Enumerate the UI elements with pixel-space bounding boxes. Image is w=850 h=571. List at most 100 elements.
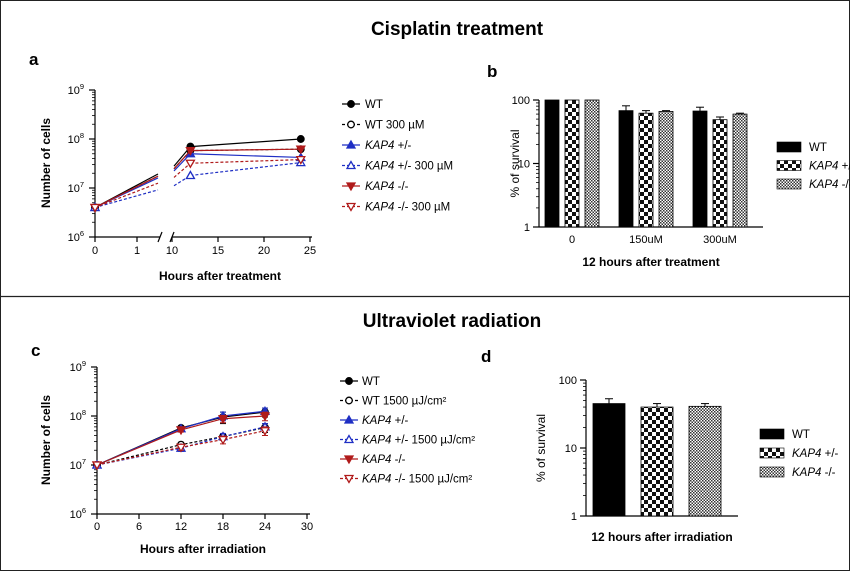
panel-label-b: b [487,62,497,81]
legend-item: KAP4 +/- [776,160,850,173]
legend-label: KAP4 +/- [365,140,412,152]
bar [564,99,580,228]
x-axis-title: 12 hours after irradiation [591,530,732,544]
y-tick-label: 108 [68,131,84,146]
data-point [185,159,196,169]
bar-group [564,99,580,228]
x-tick-label: 18 [217,521,229,533]
data-point [259,412,271,422]
bar [544,99,560,228]
x-axis-title: 12 hours after treatment [582,255,719,269]
legend-label: KAP4 -/- [792,467,836,479]
legend-label-text: -/- [838,179,850,191]
legend-swatch [776,160,802,171]
legend-swatch [759,466,785,478]
y-tick-exponent: 8 [82,408,86,417]
data-point [217,415,229,425]
bar [584,99,600,228]
legend-item: KAP4 -/- [340,454,406,466]
legend-marker [347,100,355,108]
bar-group [584,99,600,228]
x-tick-label: 300uM [703,234,737,246]
legend-label-text: WT 300 µM [365,120,424,132]
y-tick-label: 108 [70,408,86,423]
legend-item: KAP4 +/- [759,447,839,460]
section-title-uv: Ultraviolet radiation [363,311,541,332]
legend-marker [345,160,357,170]
panel-a-chart: 106 107 108 109 0 1 10 15 20 25 Hours after treatm… [39,82,453,283]
legend-label: KAP4 -/- 1500 µJ/cm² [362,474,472,486]
series-line-segment [190,138,301,148]
series-5 [91,426,271,471]
y-tick-exponent: 9 [82,359,86,368]
x-tick-label: 0 [92,245,98,257]
legend-item: KAP4 -/- [759,466,836,479]
data-point [295,155,306,165]
y-axis-title: Number of cells [39,118,53,208]
y-tick-label: 1 [524,222,530,234]
legend-label: KAP4 +/- 300 µM [365,161,453,173]
legend-swatch [759,428,785,440]
legend-item: KAP4 -/- 300 µM [342,202,450,214]
legend-label-text: +/- 1500 µJ/cm² [391,435,475,447]
legend-label-text: WT [362,376,380,388]
legend-label: KAP4 -/- 300 µM [365,202,450,214]
legend-label: WT 300 µM [365,120,424,132]
panel-label-c: c [31,341,40,360]
bar [658,111,674,228]
series-line [96,410,266,466]
legend-label-prefix: KAP4 [809,161,838,173]
legend-item: KAP4 +/- [342,139,412,152]
bar [692,110,708,228]
y-tick-exponent: 8 [80,131,84,140]
x-tick-label: 10 [166,245,178,257]
x-tick-label: 1 [134,245,140,257]
y-tick-exponent: 7 [80,180,84,189]
x-tick-label: 15 [212,245,224,257]
y-axis-title: Number of cells [39,395,53,485]
panel-b-chart: 1 10 100 % of survival 12 hours after treatm… [508,95,850,269]
panel-label-d: d [481,347,491,366]
x-tick-label: 0 [569,234,575,246]
data-point [217,435,229,445]
series-3 [89,157,306,212]
legend-label: WT [362,376,380,388]
legend-item: KAP4 +/- 1500 µJ/cm² [340,434,475,447]
data-point [185,170,196,180]
legend-marker [343,474,355,484]
series-line [96,415,266,466]
legend-label: WT [792,429,810,441]
y-tick-label: 10 [518,159,530,171]
y-tick-label: 107 [70,457,86,472]
data-point [185,146,196,156]
bar-group [544,99,560,228]
bar-group [638,110,654,228]
legend-label-prefix: KAP4 [362,415,391,427]
legend-label-text: WT [809,142,827,154]
x-tick-label: 24 [259,521,271,533]
legend-label-prefix: KAP4 [362,454,391,466]
legend-marker [347,120,355,129]
legend-label-text: -/- [394,181,408,193]
bar-group [592,398,626,517]
y-axis-title: % of survival [534,414,548,482]
legend-label-prefix: KAP4 [792,467,821,479]
legend-marker [343,414,355,424]
x-tick-label: 6 [136,521,142,533]
data-point [175,443,187,453]
y-tick-label: 100 [559,375,577,387]
legend-marker [345,202,357,212]
legend-item: WT 300 µM [342,120,424,132]
series-line-segment [190,153,301,159]
x-tick-label: 20 [258,245,270,257]
legend-marker [345,139,357,149]
y-tick-label: 106 [68,229,84,244]
section-title-cisplatin: Cisplatin treatment [371,19,544,40]
legend-marker [345,182,357,192]
x-axis-title: Hours after treatment [159,269,281,283]
legend-label: KAP4 -/- [362,454,406,466]
legend-label: KAP4 +/- [362,415,409,427]
x-tick-label: 25 [304,245,316,257]
legend-label-prefix: KAP4 [365,161,394,173]
